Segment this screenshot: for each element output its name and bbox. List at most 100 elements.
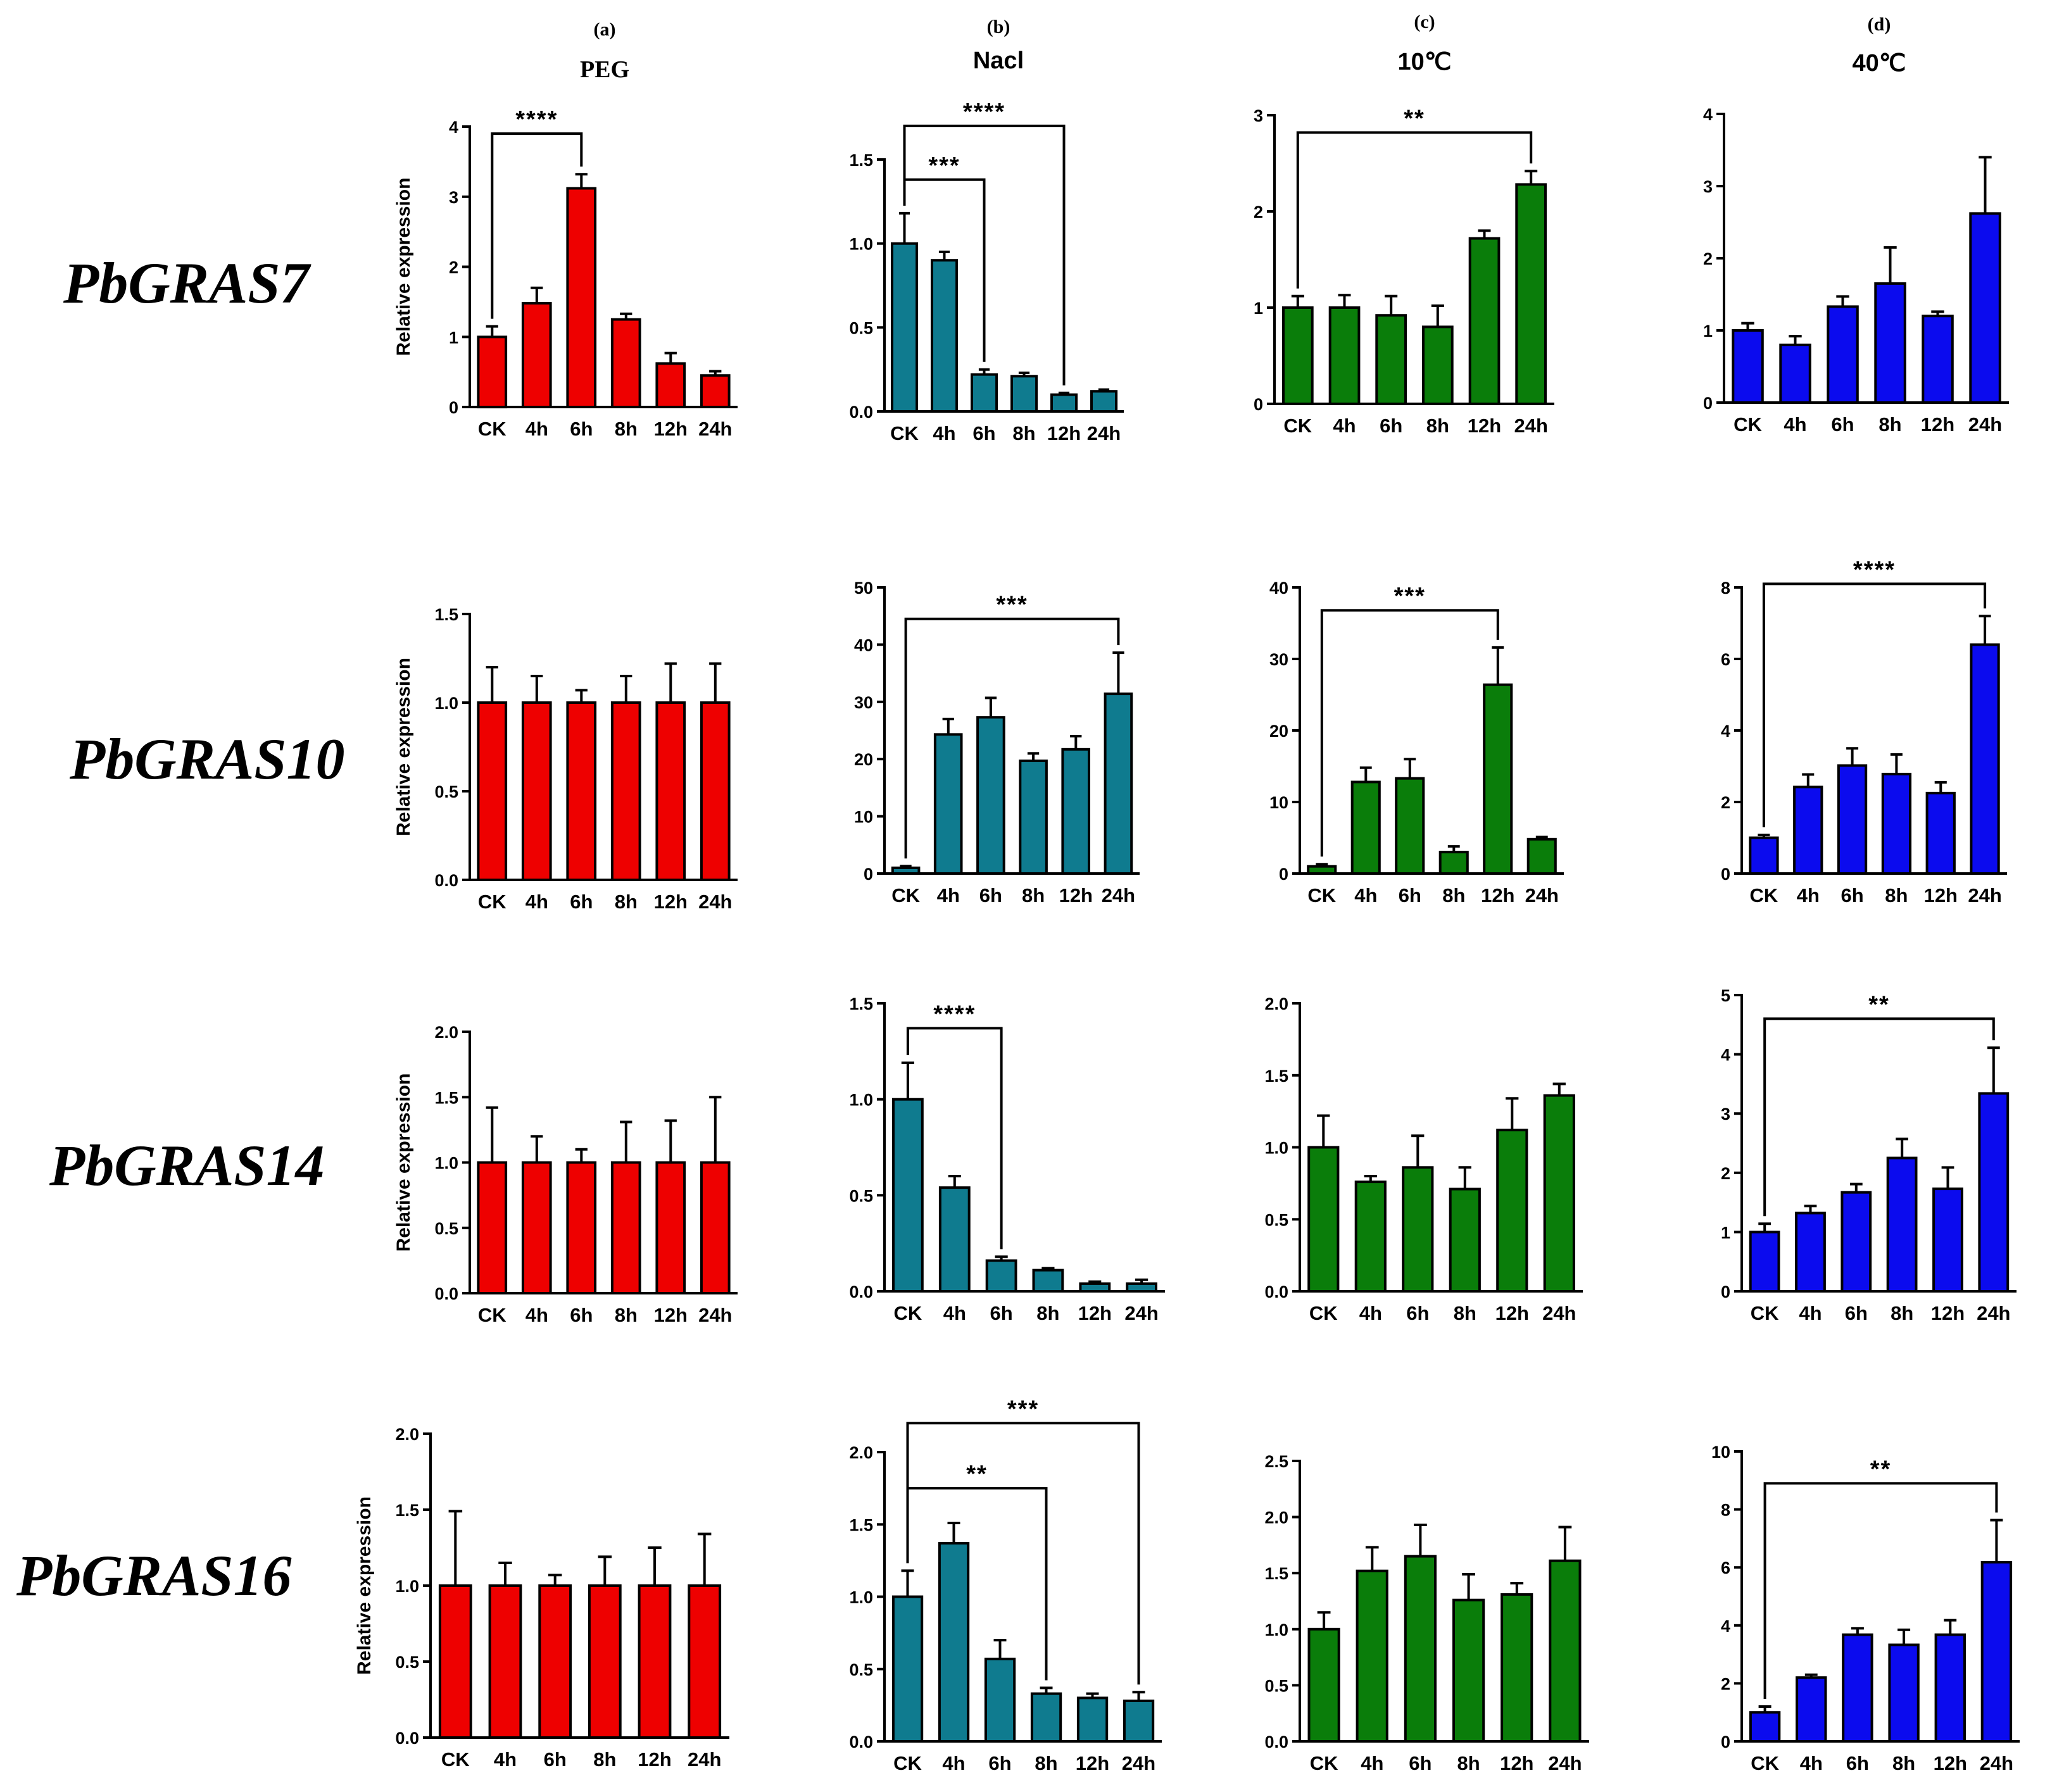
significance-label-pbgras10-10c-0: *** [1394, 583, 1426, 610]
error-bar-pbgras16-nacl-ck [901, 1569, 914, 1597]
error-bar-pbgras14-nacl-8h [1041, 1267, 1055, 1270]
error-bar-pbgras7-nacl-8h [1018, 372, 1030, 377]
bar-pbgras7-40c-24h [1969, 212, 2001, 404]
bar-pbgras10-40c-4h [1793, 786, 1823, 875]
bar-pbgras14-10c-12h [1496, 1129, 1528, 1293]
x-tick-label-pbgras10-10c-24h: 24h [1525, 884, 1559, 906]
bar-pbgras10-40c-12h [1925, 791, 1956, 875]
x-tick-label-pbgras16-40c-6h: 6h [1846, 1752, 1869, 1774]
error-bar-pbgras16-40c-24h [1990, 1519, 2003, 1562]
panel-pbgras14-nacl: CK 4h 6h 8h 12h 24h 0.0 0.5 1.0 1.5 **** [849, 994, 1165, 1324]
row-label-pbgras7: PbGRAS7 [63, 251, 312, 315]
x-tick-label-pbgras7-10c-24h: 24h [1514, 415, 1547, 437]
error-bar-pbgras10-40c-12h [1934, 780, 1947, 793]
error-bar-pbgras10-nacl-8h [1027, 752, 1040, 761]
y-tick-label-pbgras16-peg-0-5: 0.5 [395, 1653, 419, 1672]
bar-pbgras7-nacl-12h [1050, 393, 1078, 413]
bar-pbgras16-peg-ck [438, 1584, 472, 1739]
bar-pbgras16-40c-12h [1934, 1633, 1966, 1743]
error-bar-pbgras14-peg-8h [620, 1120, 632, 1163]
column-title-40c: 40℃ [1853, 50, 1906, 77]
x-tick-label-pbgras7-10c-4h: 4h [1333, 415, 1356, 437]
error-bar-pbgras7-40c-4h [1789, 335, 1802, 345]
y-tick-label-pbgras14-peg-0-0: 0.0 [434, 1284, 458, 1303]
x-tick-label-pbgras16-nacl-12h: 12h [1076, 1752, 1109, 1774]
error-bar-pbgras10-10c-ck [1316, 863, 1328, 867]
significance-label-pbgras7-peg-0: **** [515, 106, 558, 133]
x-tick-label-pbgras14-10c-ck: CK [1309, 1302, 1338, 1324]
y-tick-label-pbgras7-nacl-0-5: 0.5 [849, 318, 873, 337]
bar-pbgras10-peg-8h [610, 701, 641, 881]
y-tick-label-pbgras7-40c-2: 2 [1703, 249, 1713, 268]
x-tick-label-pbgras14-peg-8h: 8h [615, 1304, 638, 1326]
bar-pbgras10-10c-12h [1483, 683, 1513, 875]
error-bar-pbgras7-40c-6h [1836, 295, 1849, 307]
error-bar-pbgras10-peg-6h [575, 689, 588, 703]
bar-pbgras7-nacl-ck [891, 242, 919, 413]
error-bar-pbgras10-peg-8h [620, 675, 632, 703]
x-tick-label-pbgras10-peg-4h: 4h [525, 891, 548, 913]
error-bar-pbgras16-peg-ck [448, 1510, 463, 1586]
error-bar-pbgras7-40c-8h [1884, 246, 1897, 284]
error-bar-pbgras10-40c-6h [1846, 747, 1859, 766]
error-bar-pbgras10-nacl-4h [942, 717, 954, 735]
y-tick-label-pbgras7-10c-3: 3 [1254, 106, 1263, 125]
error-bar-pbgras14-nacl-ck [901, 1062, 914, 1100]
y-tick-label-pbgras10-10c-40: 40 [1269, 579, 1288, 598]
bar-pbgras7-nacl-8h [1010, 375, 1038, 413]
panel-pbgras14-40c: CK 4h 6h 8h 12h 24h 0 1 2 3 4 5 ** [1721, 986, 2017, 1324]
column-letter-a: (a) [594, 19, 616, 40]
x-tick-label-pbgras16-10c-12h: 12h [1500, 1752, 1533, 1774]
bar-pbgras16-nacl-8h [1030, 1692, 1062, 1743]
error-bar-pbgras10-peg-12h [664, 662, 677, 703]
y-tick-label-pbgras14-peg-1-0: 1.0 [434, 1154, 458, 1173]
bar-pbgras16-10c-4h [1356, 1569, 1388, 1743]
x-tick-label-pbgras10-10c-ck: CK [1307, 884, 1336, 906]
y-tick-label-pbgras14-40c-4: 4 [1721, 1046, 1730, 1065]
significance-bracket-pbgras7-peg-0 [491, 132, 583, 319]
x-tick-label-pbgras7-40c-6h: 6h [1831, 413, 1854, 435]
x-tick-label-pbgras7-nacl-6h: 6h [972, 422, 995, 444]
panel-pbgras10-10c: CK 4h 6h 8h 12h 24h 0 10 20 30 40 *** [1269, 579, 1564, 906]
panel-pbgras10-nacl: CK 4h 6h 8h 12h 24h 0 10 20 30 40 50 *** [854, 579, 1140, 906]
x-tick-label-pbgras7-40c-12h: 12h [1921, 413, 1954, 435]
y-tick-label-pbgras10-nacl-30: 30 [854, 693, 873, 712]
error-bar-pbgras7-peg-ck [486, 325, 498, 337]
error-bar-pbgras10-40c-ck [1758, 834, 1770, 838]
x-tick-label-pbgras7-10c-ck: CK [1283, 415, 1312, 437]
x-tick-label-pbgras16-10c-ck: CK [1310, 1752, 1338, 1774]
bar-pbgras10-peg-4h [521, 701, 552, 881]
error-bar-pbgras10-nacl-6h [985, 696, 997, 718]
error-bar-pbgras14-nacl-6h [995, 1255, 1008, 1261]
y-tick-label-pbgras7-40c-0: 0 [1703, 394, 1713, 413]
y-tick-label-pbgras16-40c-4: 4 [1721, 1617, 1730, 1636]
x-tick-label-pbgras10-nacl-8h: 8h [1022, 884, 1045, 906]
bar-pbgras7-nacl-24h [1090, 390, 1118, 413]
x-tick-label-pbgras7-10c-12h: 12h [1468, 415, 1501, 437]
column-letter-d: (d) [1868, 14, 1891, 35]
panel-pbgras7-40c: CK 4h 6h 8h 12h 24h 0 1 2 3 4 [1703, 105, 2009, 435]
bar-pbgras16-peg-12h [638, 1584, 672, 1739]
error-bar-pbgras14-10c-12h [1506, 1097, 1519, 1131]
x-tick-label-pbgras10-peg-6h: 6h [570, 891, 593, 913]
x-tick-label-pbgras14-10c-12h: 12h [1495, 1302, 1529, 1324]
bar-pbgras14-nacl-4h [938, 1186, 971, 1293]
error-bar-pbgras16-nacl-12h [1086, 1692, 1099, 1698]
bar-pbgras16-peg-8h [588, 1584, 622, 1739]
bar-pbgras16-peg-24h [688, 1584, 722, 1739]
significance-bracket-pbgras7-nacl-0 [903, 124, 1066, 385]
error-bar-pbgras16-40c-8h [1897, 1628, 1911, 1645]
error-bar-pbgras16-10c-24h [1558, 1526, 1572, 1561]
significance-bracket-pbgras10-nacl-0 [904, 617, 1120, 859]
error-bar-pbgras7-nacl-6h [978, 368, 990, 375]
error-bar-pbgras14-40c-4h [1804, 1205, 1817, 1213]
x-tick-label-pbgras14-10c-6h: 6h [1406, 1302, 1429, 1324]
bar-pbgras7-10c-ck [1282, 306, 1314, 405]
bar-pbgras14-peg-8h [610, 1161, 641, 1294]
bar-pbgras16-40c-24h [1980, 1561, 2013, 1743]
x-tick-label-pbgras16-40c-ck: CK [1751, 1752, 1779, 1774]
bar-pbgras16-10c-12h [1501, 1593, 1533, 1743]
significance-label-pbgras14-nacl-0: **** [933, 1001, 976, 1027]
bar-pbgras16-40c-6h [1842, 1633, 1873, 1743]
